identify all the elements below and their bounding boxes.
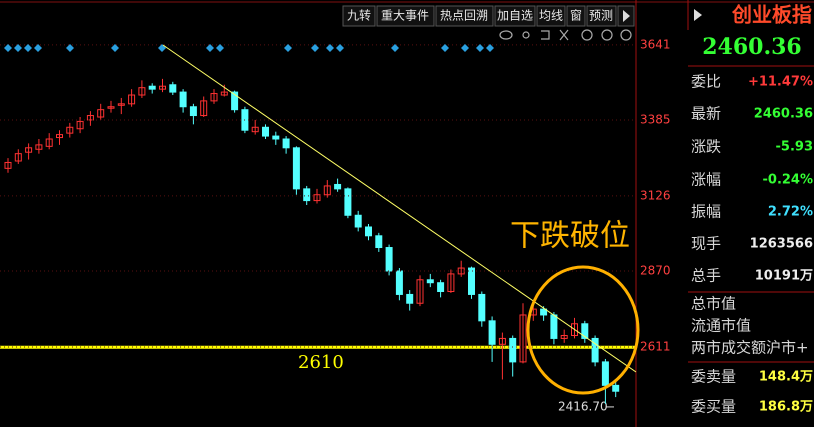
event-marker: [486, 44, 494, 52]
y-tick-label: 2870: [640, 263, 671, 277]
button-bg[interactable]: [435, 5, 494, 27]
event-marker: [34, 44, 42, 52]
event-marker: [14, 44, 22, 52]
toolbar-button[interactable]: 预测: [589, 9, 613, 23]
y-tick-label: 3385: [640, 112, 671, 126]
button-bg[interactable]: [342, 5, 376, 27]
toolbar-button[interactable]: 窗: [570, 9, 582, 23]
y-tick-label: 3126: [640, 188, 671, 202]
row-label: 涨幅: [691, 171, 721, 189]
row-value: +11.47%: [748, 75, 813, 90]
quote-panel: 创业板指 2460.36 委比 +11.47% 最新 2460.36 涨跌 -5…: [688, 3, 814, 416]
row-label: 涨跌: [691, 138, 721, 156]
row-label: 振幅: [691, 203, 721, 221]
row-value: 148.4万: [759, 370, 813, 385]
row-label: 委比: [691, 73, 721, 91]
event-marker: [391, 44, 399, 52]
row-label: 委买量: [691, 398, 736, 416]
row-value: -5.93: [776, 140, 813, 155]
event-marker: [311, 44, 319, 52]
support-label: 2610: [298, 352, 344, 373]
toolbar-button[interactable]: 加自选: [497, 9, 533, 23]
row-value: 186.8万: [759, 400, 813, 415]
highlight-circle: [526, 265, 640, 395]
toolbar-button[interactable]: 均线: [539, 9, 563, 23]
button-bg[interactable]: [376, 5, 435, 27]
row-label: 委卖量: [691, 368, 736, 386]
row-value: 1263566: [750, 237, 813, 252]
event-marker: [284, 44, 292, 52]
tool-icons: [499, 29, 632, 41]
toolbar-button[interactable]: 重大事件: [381, 9, 429, 23]
row-value: 2460.36: [754, 107, 813, 122]
event-marker: [461, 44, 469, 52]
event-marker: [4, 44, 12, 52]
quote-title: 创业板指: [731, 3, 812, 27]
button-bg[interactable]: [586, 5, 617, 27]
event-marker: [476, 44, 484, 52]
event-marker: [24, 44, 32, 52]
toolbar-button[interactable]: 九转: [347, 8, 371, 23]
info-label: 两市成交额沪市+: [691, 339, 809, 357]
info-label: 流通市值: [691, 317, 751, 335]
toolbar: 九转 重大事件 热点回溯 加自选 均线 窗 预测: [342, 5, 635, 41]
event-marker: [111, 44, 119, 52]
event-marker: [206, 44, 214, 52]
expand-icon: [623, 10, 630, 22]
row-label: 总手: [691, 267, 721, 285]
toolbar-button[interactable]: 热点回溯: [440, 8, 488, 23]
event-marker: [441, 44, 449, 52]
row-value: 2.72%: [768, 205, 813, 220]
event-marker: [326, 44, 334, 52]
row-label: 现手: [691, 235, 721, 253]
y-tick-label: 2611: [640, 339, 671, 353]
row-value: 10191万: [755, 269, 813, 284]
event-marker: [216, 44, 224, 52]
info-label: 总市值: [691, 295, 736, 313]
quote-price: 2460.36: [702, 34, 802, 60]
panel-arrow[interactable]: [694, 9, 702, 21]
trend-line: [162, 44, 637, 373]
annotation: 下跌破位: [510, 219, 630, 254]
row-label: 最新: [691, 105, 721, 123]
event-marker: [336, 44, 344, 52]
button-bg[interactable]: [494, 5, 536, 27]
row-value: -0.24%: [763, 173, 814, 188]
button-bg[interactable]: [566, 5, 586, 27]
event-marker: [66, 44, 74, 52]
y-tick-label: 3641: [640, 37, 671, 51]
button-bg[interactable]: [536, 5, 566, 27]
low-label: 2416.70: [558, 399, 608, 413]
